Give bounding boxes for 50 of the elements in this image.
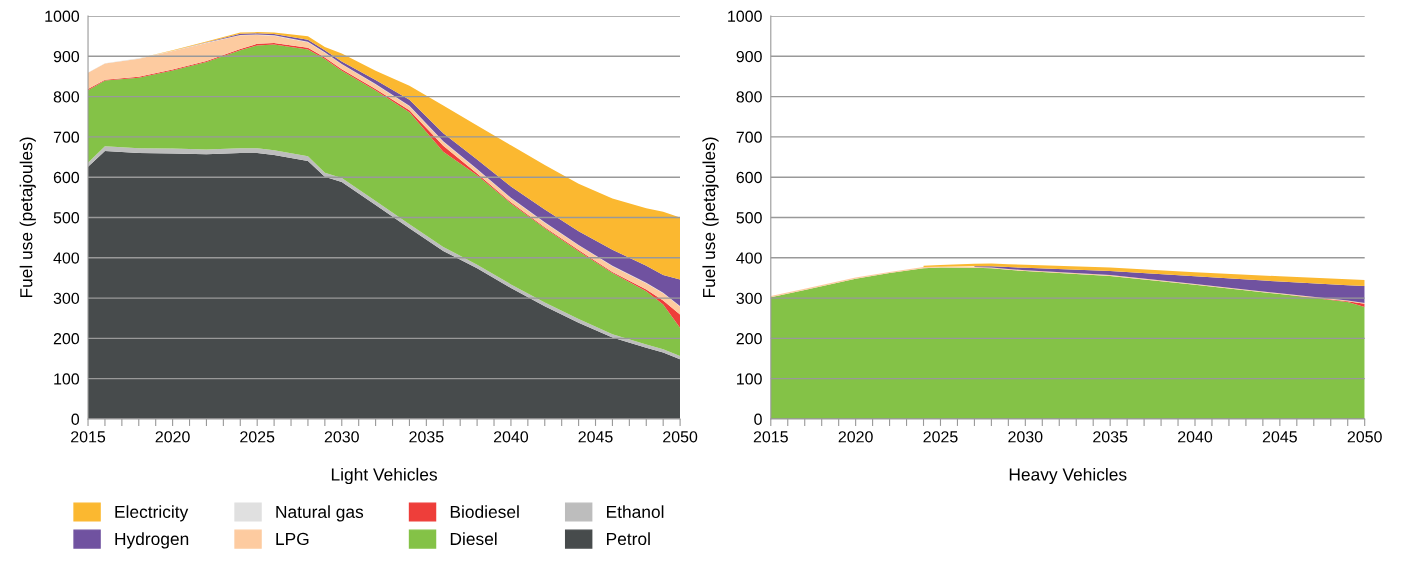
x-tick-label: 2030	[324, 431, 359, 443]
y-tick-label: 600	[736, 171, 762, 184]
x-tick-label: 2020	[155, 431, 190, 443]
y-tick-label: 700	[53, 131, 80, 143]
y-tick-label: 200	[736, 333, 762, 345]
x-tick-label: 2035	[409, 431, 444, 443]
y-tick-label: 400	[53, 252, 80, 264]
x-axis-title: Heavy Vehicles	[1009, 467, 1127, 485]
x-tick-label: 2040	[1178, 431, 1213, 443]
x-tick-label: 2040	[493, 431, 529, 443]
y-tick-label: 400	[736, 252, 762, 264]
x-tick-label: 2020	[838, 431, 873, 443]
y-tick-label: 100	[737, 373, 762, 385]
x-tick-label: 2025	[923, 431, 958, 443]
x-tick-label: 2045	[578, 431, 613, 443]
legend-label: Diesel	[450, 532, 497, 546]
legend-label: Hydrogen	[115, 532, 189, 549]
legend-label: Electricity	[115, 505, 189, 522]
x-tick-label: 2015	[71, 431, 106, 443]
y-tick-label: 500	[736, 212, 762, 224]
legend-label: Ethanol	[607, 505, 664, 519]
x-tick-label: 2050	[1347, 431, 1382, 443]
x-tick-label: 2015	[753, 431, 788, 443]
x-tick-label: 2050	[663, 431, 698, 443]
y-tick-label: 1000	[45, 10, 80, 22]
x-tick-label: 2030	[1008, 431, 1043, 443]
y-tick-label: 800	[53, 91, 80, 103]
y-tick-label: 0	[754, 413, 762, 425]
y-tick-label: 300	[53, 292, 80, 305]
x-tick-label: 2025	[240, 431, 275, 443]
legend-label: LPG	[276, 532, 309, 546]
y-tick-label: 100	[54, 373, 80, 385]
legend-label: Biodiesel	[450, 505, 519, 519]
y-tick-label: 700	[736, 131, 762, 143]
y-axis-title: Fuel use (petajoules)	[702, 137, 719, 298]
legend-label: Natural gas	[276, 505, 364, 522]
legend-label: Petrol	[607, 532, 650, 546]
x-axis-title: Light Vehicles	[331, 467, 438, 485]
x-tick-label: 2045	[1262, 431, 1297, 443]
y-axis-title: Fuel use (petajoules)	[19, 137, 36, 298]
y-tick-label: 1000	[728, 10, 762, 22]
y-tick-label: 900	[53, 50, 80, 63]
y-tick-label: 500	[53, 212, 80, 224]
y-tick-label: 800	[736, 91, 762, 103]
y-tick-label: 200	[53, 333, 80, 345]
y-tick-label: 900	[736, 50, 762, 63]
y-tick-label: 0	[71, 413, 80, 425]
x-tick-label: 2035	[1093, 431, 1128, 443]
y-tick-label: 600	[53, 171, 80, 184]
y-tick-label: 300	[736, 292, 762, 305]
